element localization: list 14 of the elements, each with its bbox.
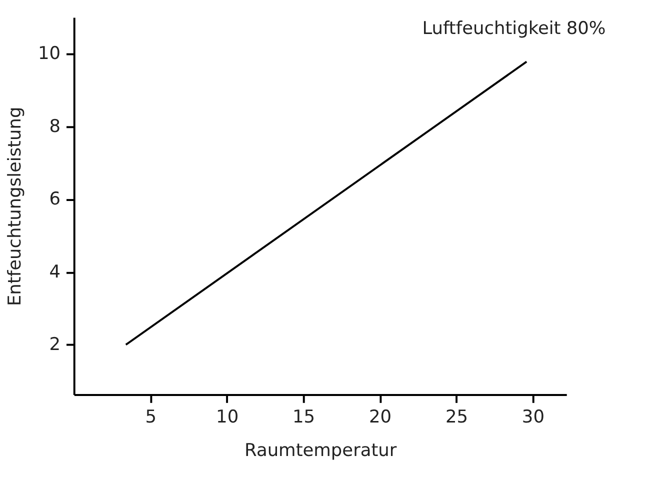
y-tick-label: 10 xyxy=(38,44,61,64)
x-axis-title: Raumtemperatur xyxy=(244,441,398,462)
x-tick-label: 15 xyxy=(292,408,316,428)
y-tick-label: 4 xyxy=(49,262,61,282)
x-tick-label: 10 xyxy=(216,408,239,428)
y-tick-label: 6 xyxy=(49,190,61,210)
x-tick-label: 5 xyxy=(145,408,156,428)
annotation: Luftfeuchtigkeit 80% xyxy=(422,19,606,40)
y-tick-label: 2 xyxy=(49,335,61,356)
y-axis-title: Entfeuchtungsleistung xyxy=(5,106,26,306)
x-tick-label: 30 xyxy=(522,408,544,428)
y-tick-label: 8 xyxy=(49,116,61,137)
x-tick-label: 20 xyxy=(368,408,392,428)
x-tick-label: 25 xyxy=(445,408,468,428)
